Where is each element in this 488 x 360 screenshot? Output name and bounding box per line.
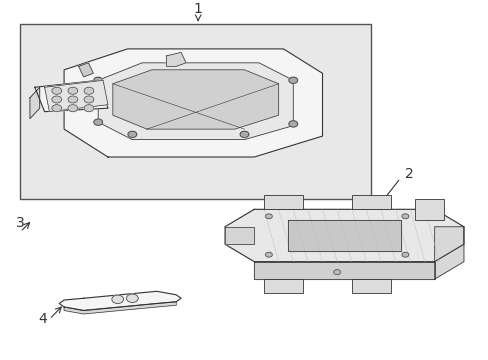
Circle shape — [94, 77, 102, 84]
Circle shape — [68, 87, 78, 94]
Text: 4: 4 — [38, 312, 47, 326]
Circle shape — [288, 121, 297, 127]
Polygon shape — [59, 291, 181, 310]
Polygon shape — [98, 63, 293, 140]
Circle shape — [68, 105, 78, 112]
Polygon shape — [30, 87, 40, 119]
Circle shape — [265, 252, 272, 257]
Polygon shape — [64, 49, 322, 157]
Polygon shape — [35, 80, 108, 112]
Circle shape — [401, 214, 408, 219]
Circle shape — [52, 96, 61, 103]
Polygon shape — [79, 63, 93, 77]
Bar — [351, 195, 390, 209]
Polygon shape — [254, 262, 434, 279]
Bar — [414, 199, 444, 220]
Circle shape — [52, 87, 61, 94]
Bar — [264, 195, 303, 209]
Text: 2: 2 — [405, 167, 413, 181]
Bar — [351, 279, 390, 293]
Circle shape — [401, 252, 408, 257]
Polygon shape — [64, 302, 176, 314]
Bar — [264, 279, 303, 293]
Circle shape — [333, 270, 340, 275]
Circle shape — [84, 96, 94, 103]
Polygon shape — [166, 53, 185, 66]
Circle shape — [94, 119, 102, 125]
Polygon shape — [224, 209, 463, 262]
Polygon shape — [434, 227, 463, 279]
Circle shape — [126, 294, 138, 302]
Circle shape — [265, 214, 272, 219]
Polygon shape — [44, 80, 108, 112]
Circle shape — [52, 105, 61, 112]
Circle shape — [68, 96, 78, 103]
Circle shape — [128, 131, 137, 138]
Circle shape — [112, 295, 123, 303]
Circle shape — [240, 131, 248, 138]
Polygon shape — [113, 70, 278, 129]
Text: 1: 1 — [193, 2, 202, 16]
Polygon shape — [224, 227, 254, 244]
Circle shape — [84, 105, 94, 112]
Bar — [20, 24, 370, 199]
Circle shape — [84, 87, 94, 94]
Circle shape — [288, 77, 297, 84]
Polygon shape — [288, 220, 400, 251]
Text: 3: 3 — [16, 216, 24, 230]
